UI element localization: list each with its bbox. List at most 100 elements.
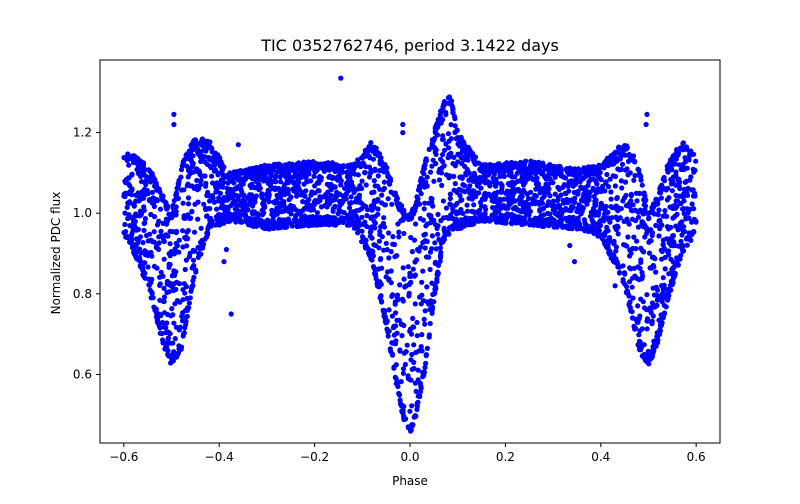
data-point [424,221,430,227]
data-point [408,427,414,433]
data-point [412,272,418,278]
data-point [635,224,642,230]
data-point [198,158,204,165]
data-point [330,206,336,212]
data-point [533,193,539,199]
data-point [552,204,558,210]
data-point [493,183,499,189]
data-point [230,200,236,206]
data-point [298,174,304,181]
data-point [665,297,671,303]
data-point [620,279,626,285]
data-point [400,265,406,271]
data-point [147,231,153,237]
data-point [371,189,377,195]
data-point [394,292,401,298]
data-point [604,171,610,178]
data-point [418,175,424,181]
data-point [275,195,281,201]
data-point [651,264,657,270]
data-point [204,213,210,219]
data-point [508,190,514,196]
data-point [190,257,197,263]
data-point [287,220,293,226]
data-point [585,182,591,189]
data-point [654,302,660,308]
data-point [613,214,619,220]
data-point [253,222,259,228]
data-point [364,223,370,230]
data-point [195,169,201,175]
data-point [687,236,693,242]
data-point [617,270,623,276]
data-point [208,223,214,229]
data-point [614,260,620,266]
data-point [237,201,244,207]
data-point [637,265,643,271]
data-point [123,234,129,240]
data-point [610,154,617,160]
data-point [332,163,339,169]
data-point [563,166,570,172]
data-point [466,216,472,222]
data-point [622,179,629,185]
data-point [403,349,409,355]
data-point [668,157,674,163]
data-point [235,194,241,200]
data-point [639,269,645,276]
data-point [657,223,663,230]
data-point [548,167,554,173]
data-point [141,195,147,201]
data-point [397,347,403,353]
data-point [589,228,595,234]
data-point [408,279,414,285]
data-point [207,206,213,212]
data-point [554,224,560,230]
y-tick-label: 0.6 [73,367,92,381]
data-point [337,202,343,209]
data-point [255,166,261,172]
data-point [644,326,650,332]
data-point [639,219,645,225]
data-point [582,220,588,226]
data-point [308,192,314,198]
data-point [142,173,148,179]
data-point [427,320,433,327]
data-point [140,167,146,173]
data-point [571,170,577,176]
data-point [560,197,566,203]
data-point [232,206,238,212]
data-point [413,349,419,356]
data-point [248,167,254,173]
data-point [520,206,526,212]
data-point [137,213,143,219]
data-point [577,179,583,185]
data-point [670,174,676,180]
data-point [404,342,410,348]
data-point [383,240,389,246]
data-point [215,156,222,162]
data-point [235,175,241,181]
data-point [178,167,185,173]
data-point [589,164,595,170]
data-point [429,246,435,252]
data-point [241,193,247,199]
data-point [412,413,418,419]
data-point [497,173,503,179]
data-point [221,198,227,204]
data-point-outlier [171,121,177,128]
data-point [617,215,623,221]
data-point [137,246,143,252]
data-point [195,216,201,222]
data-point [625,219,631,225]
data-point [544,182,551,188]
data-point [161,294,168,300]
data-point [636,277,642,283]
data-point [446,215,452,221]
data-point [131,249,137,255]
data-point [446,175,452,181]
data-point [157,206,164,212]
data-point [619,185,625,191]
data-point [636,343,642,349]
data-point [368,140,374,146]
